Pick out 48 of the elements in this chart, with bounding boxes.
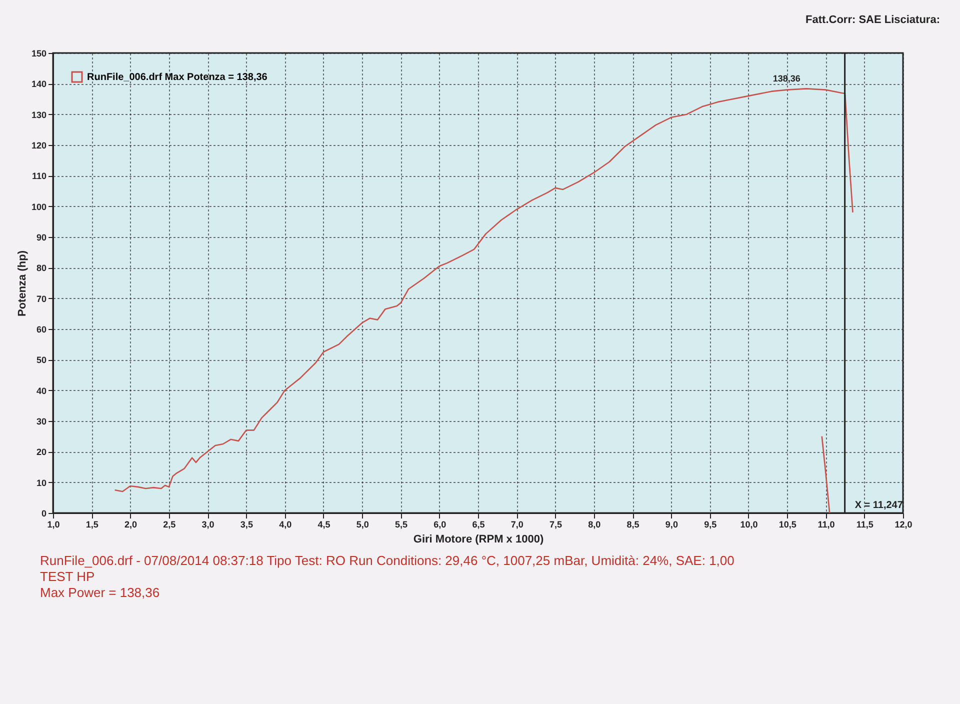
x-tick-label: 10,5 [778,520,796,530]
y-tick-label: 100 [31,202,46,212]
text: Max Power = 138,36 [40,585,161,601]
y-tick-label: 130 [31,110,46,120]
x-tick-label: 1,5 [86,520,98,530]
y-axis-title: Potenza (hp) [16,250,28,316]
x-tick-label: 4,0 [279,520,292,530]
x-tick-label: 3,5 [240,520,253,530]
x-tick-label: 7,5 [550,520,562,530]
x-tick-label: 8,0 [588,520,601,530]
y-tick-label: 70 [36,294,46,304]
x-tick-label: 3,0 [202,520,214,530]
y-tick-label: 140 [31,79,46,90]
annotation: 138,36 [772,74,800,84]
y-tick-label: 40 [36,386,46,396]
x-tick-label: 11,5 [856,520,874,530]
x-tick-label: 11,0 [818,520,835,530]
x-tick-label: 6,5 [472,520,485,530]
y-tick-label: 150 [31,48,46,58]
y-tick-label: 60 [36,324,46,334]
y-tick-label: 0 [41,508,46,518]
x-tick-label: 1,0 [47,520,60,530]
x-tick-label: 5,0 [356,520,369,530]
x-tick-label: 2,5 [163,520,176,530]
x-tick-label: 7,0 [510,520,524,530]
text: RunFile_006.drf - 07/08/2014 08:37:18 Tipo Test: RO Run Conditions: 29,46 °C, 1007,25 mBar, Umidità: 24%, SAE: 1,00 [40,553,736,569]
text: Fatt.Corr: SAE Lisciatura: [804,14,940,26]
legend-label: RunFile_006.drf Max Potenza = 138,36 [87,72,268,83]
x-tick-label: 10,0 [740,520,758,530]
x-axis-title: Giri Motore (RPM x 1000) [413,534,544,546]
y-tick-label: 110 [32,171,46,182]
x-tick-label: 12,0 [894,520,912,530]
x-tick-label: 2,0 [124,520,138,530]
x-tick-label: 9,5 [704,520,717,530]
x-tick-label: 9,0 [665,520,678,530]
y-tick-label: 10 [36,478,46,488]
x-tick-label: 5,5 [394,520,408,530]
ref-line-label: X = 11,247 [854,500,904,511]
text: TEST HP [40,569,96,585]
y-tick-label: 90 [36,232,46,242]
y-tick-label: 80 [36,263,46,274]
y-tick-label: 50 [36,355,46,366]
x-tick-label: 4,5 [318,520,330,530]
x-tick-label: 6,0 [434,520,446,530]
y-tick-label: 120 [31,140,46,150]
x-tick-label: 8,5 [626,520,640,530]
y-tick-label: 20 [36,447,46,458]
y-tick-label: 30 [36,416,46,426]
